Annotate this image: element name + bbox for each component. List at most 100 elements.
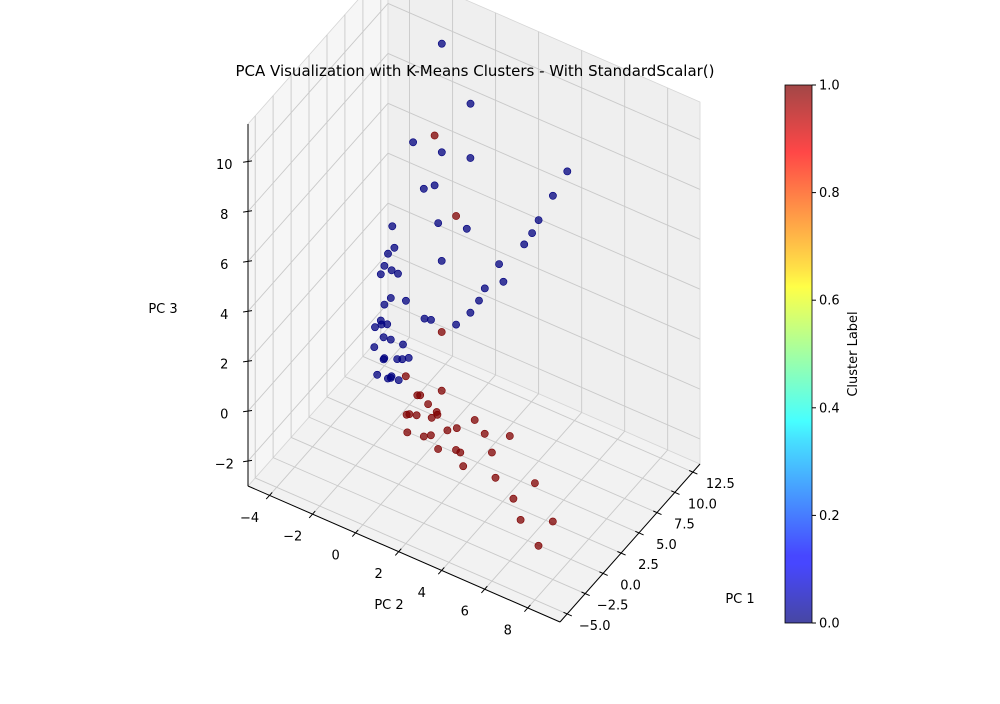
x-tick-label: 10.0 bbox=[688, 497, 717, 512]
y-tick-label: −2 bbox=[283, 530, 302, 545]
z-tick bbox=[243, 410, 253, 413]
cluster-1-point bbox=[412, 411, 421, 420]
y-tick bbox=[481, 585, 488, 594]
cluster-0-point bbox=[427, 315, 435, 324]
cluster-1-point bbox=[480, 429, 489, 438]
cluster-0-point bbox=[466, 308, 475, 317]
grid-line-z bbox=[247, 302, 389, 462]
grid-line-z bbox=[247, 252, 389, 412]
grid-line-x bbox=[308, 416, 622, 554]
cluster-0-point bbox=[563, 167, 572, 176]
y-axis-line bbox=[247, 485, 561, 623]
cluster-0-point bbox=[376, 316, 385, 325]
y-tick-label: −4 bbox=[240, 511, 259, 526]
grid-line-x bbox=[380, 335, 693, 473]
cluster-1-point bbox=[437, 386, 446, 395]
cluster-0-point bbox=[393, 355, 402, 363]
cluster-0-point bbox=[380, 261, 389, 270]
cluster-1-point bbox=[434, 445, 442, 453]
z-tick-label: 6 bbox=[220, 258, 228, 273]
cluster-0-point bbox=[370, 343, 379, 351]
grid-line-x bbox=[272, 457, 586, 595]
x-tick-label: 0.0 bbox=[620, 578, 641, 593]
cluster-0-point bbox=[499, 277, 508, 286]
cluster-1-point bbox=[426, 431, 435, 440]
grid-line-z bbox=[247, 152, 389, 312]
z-tick-label: 2 bbox=[220, 358, 228, 373]
cluster-0-point bbox=[452, 320, 460, 329]
chart-title: PCA Visualization with K-Means Clusters … bbox=[235, 62, 715, 80]
cluster-0-point bbox=[386, 335, 395, 344]
y-tick bbox=[265, 492, 273, 500]
grid-line-z bbox=[247, 3, 389, 162]
grid-line-y bbox=[355, 374, 496, 534]
grid-line-z bbox=[387, 52, 701, 190]
z-tick-label: 4 bbox=[220, 308, 228, 323]
cluster-0-point bbox=[379, 333, 388, 342]
z-tick-label: −2 bbox=[215, 458, 234, 473]
y-tick bbox=[308, 510, 316, 519]
cluster-1-point bbox=[548, 517, 557, 526]
cluster-0-point bbox=[534, 216, 543, 224]
cluster-0-point bbox=[373, 370, 382, 379]
x-tick-label: 12.5 bbox=[706, 477, 735, 492]
grid-line-z bbox=[247, 53, 389, 212]
z-tick bbox=[243, 260, 253, 263]
y-tick bbox=[437, 567, 445, 575]
grid-line-z bbox=[247, 202, 389, 362]
colorbar-tick-label: 0.6 bbox=[819, 294, 840, 309]
z-tick bbox=[243, 310, 253, 313]
cluster-0-point bbox=[462, 224, 471, 233]
x-axis-line bbox=[559, 463, 701, 623]
x-tick bbox=[617, 551, 626, 556]
grid-line-y bbox=[441, 412, 583, 571]
z-tick bbox=[243, 210, 253, 213]
x-tick-label: 7.5 bbox=[674, 518, 695, 533]
cluster-0-point bbox=[549, 191, 557, 200]
grid-line-x bbox=[362, 355, 676, 493]
z-tick bbox=[243, 160, 253, 163]
x-tick bbox=[635, 530, 644, 536]
cluster-0-point bbox=[437, 148, 446, 157]
cluster-0-point bbox=[495, 260, 503, 268]
cluster-0-point bbox=[480, 284, 489, 293]
cluster-1-point bbox=[433, 410, 442, 419]
cluster-1-point bbox=[509, 494, 518, 503]
cluster-0-point bbox=[466, 154, 475, 162]
y-tick-label: 2 bbox=[375, 567, 383, 582]
y-tick-label: 8 bbox=[504, 623, 512, 638]
x-tick-label: 5.0 bbox=[656, 538, 677, 553]
y-tick-label: 0 bbox=[332, 548, 340, 563]
cluster-0-point bbox=[437, 256, 446, 265]
cluster-1-point bbox=[459, 462, 468, 471]
colorbar-gradient bbox=[785, 85, 812, 623]
grid-line-z bbox=[387, 152, 701, 290]
cluster-0-point bbox=[520, 240, 529, 249]
grid-line-z bbox=[387, 252, 701, 390]
cluster-0-point bbox=[384, 249, 392, 258]
z-tick bbox=[243, 459, 253, 463]
cluster-0-point bbox=[388, 222, 397, 231]
cluster-1-point bbox=[487, 448, 496, 457]
y-tick-label: 6 bbox=[461, 605, 469, 620]
cluster-1-point bbox=[452, 446, 460, 454]
cluster-0-point bbox=[528, 229, 536, 237]
x-tick bbox=[563, 611, 572, 617]
grid-line-y bbox=[398, 393, 539, 552]
cluster-0-point bbox=[466, 99, 475, 108]
cluster-1-point bbox=[437, 328, 446, 336]
grid-line-y bbox=[527, 449, 669, 609]
cluster-1-point bbox=[419, 432, 428, 441]
colorbar-tick-label: 0.2 bbox=[819, 509, 840, 524]
back-right-pane bbox=[387, 0, 701, 465]
x-tick-label: 2.5 bbox=[638, 558, 659, 573]
x-tick bbox=[688, 470, 698, 475]
cluster-0-point bbox=[386, 294, 395, 302]
cluster-0-point bbox=[475, 296, 483, 305]
z-tick-label: 8 bbox=[220, 208, 228, 223]
cluster-1-point bbox=[452, 424, 461, 432]
colorbar-tick-label: 0.0 bbox=[819, 617, 840, 632]
grid-line-y bbox=[312, 355, 453, 515]
x-tick-label: −2.5 bbox=[597, 599, 629, 614]
